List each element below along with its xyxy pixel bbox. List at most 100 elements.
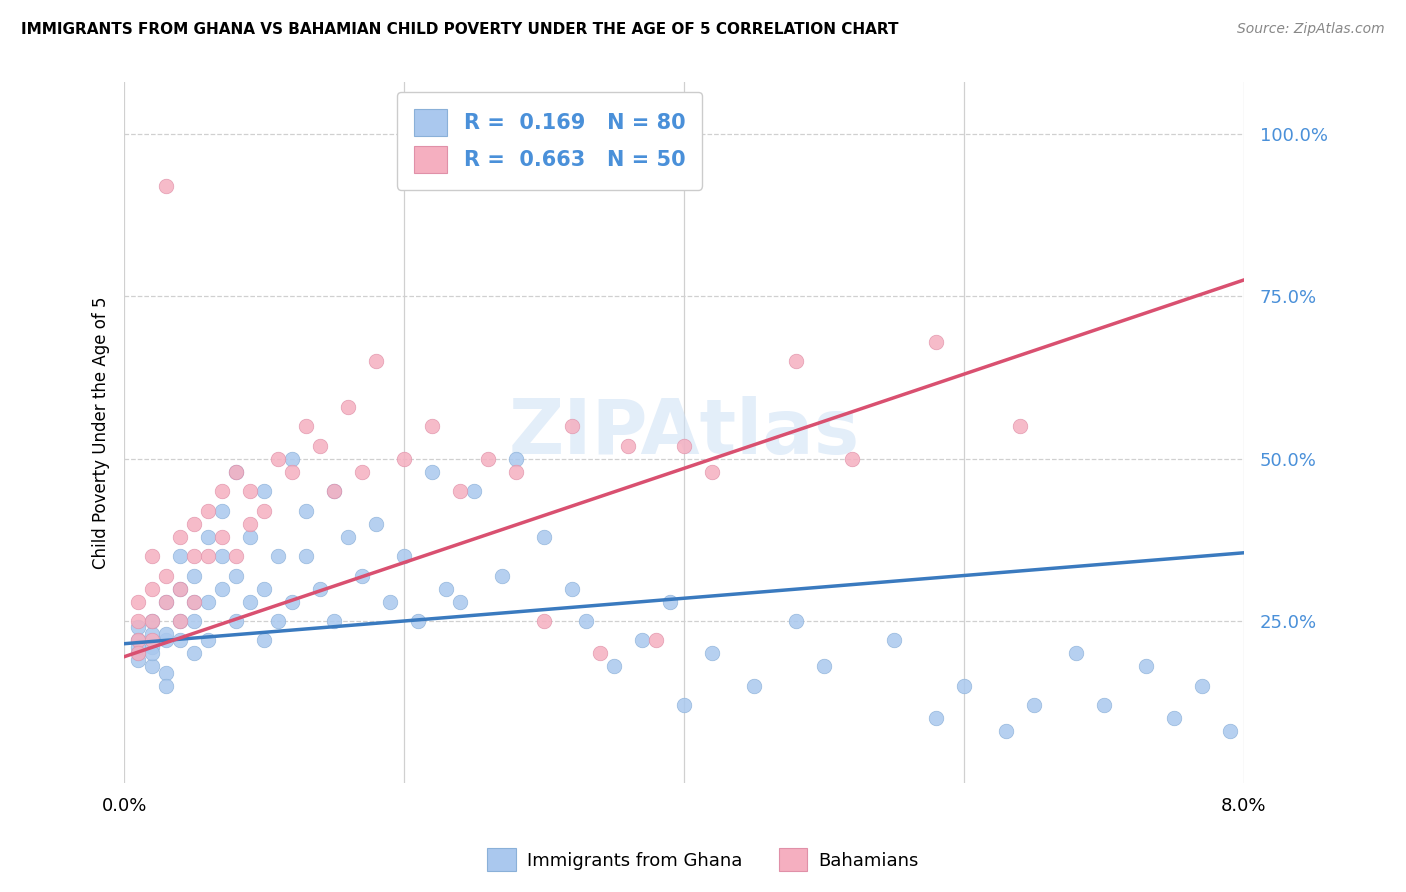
Point [253, 503, 276, 517]
Point [295, 549, 318, 563]
Point [323, 484, 346, 499]
Point [197, 503, 219, 517]
Point [141, 582, 163, 596]
Point [785, 354, 807, 368]
Point [352, 465, 374, 479]
Point [169, 549, 191, 563]
Point [155, 594, 177, 608]
Point [127, 620, 149, 634]
Point [925, 711, 948, 725]
Point [127, 647, 149, 661]
Point [127, 633, 149, 648]
Point [141, 647, 163, 661]
Point [155, 178, 177, 193]
Point [603, 659, 626, 673]
Point [533, 530, 555, 544]
Point [239, 484, 262, 499]
Point [169, 530, 191, 544]
Point [449, 594, 471, 608]
Legend: Immigrants from Ghana, Bahamians: Immigrants from Ghana, Bahamians [479, 841, 927, 879]
Point [141, 640, 163, 654]
Point [1135, 659, 1157, 673]
Point [169, 582, 191, 596]
Point [672, 698, 695, 713]
Point [281, 451, 304, 466]
Point [183, 568, 205, 582]
Point [1064, 647, 1087, 661]
Point [169, 582, 191, 596]
Point [953, 679, 976, 693]
Point [225, 465, 247, 479]
Point [211, 503, 233, 517]
Point [477, 451, 499, 466]
Point [253, 484, 276, 499]
Point [225, 568, 247, 582]
Point [183, 549, 205, 563]
Point [155, 679, 177, 693]
Point [505, 451, 527, 466]
Point [883, 633, 905, 648]
Point [309, 582, 332, 596]
Point [561, 419, 583, 434]
Point [406, 614, 429, 628]
Point [197, 549, 219, 563]
Text: IMMIGRANTS FROM GHANA VS BAHAMIAN CHILD POVERTY UNDER THE AGE OF 5 CORRELATION C: IMMIGRANTS FROM GHANA VS BAHAMIAN CHILD … [21, 22, 898, 37]
Point [239, 594, 262, 608]
Point [323, 614, 346, 628]
Point [127, 653, 149, 667]
Point [925, 334, 948, 349]
Point [533, 614, 555, 628]
Point [169, 614, 191, 628]
Point [672, 439, 695, 453]
Point [141, 549, 163, 563]
Point [841, 451, 863, 466]
Point [575, 614, 598, 628]
Point [183, 594, 205, 608]
Text: Source: ZipAtlas.com: Source: ZipAtlas.com [1237, 22, 1385, 37]
Point [225, 549, 247, 563]
Point [239, 530, 262, 544]
Point [378, 594, 401, 608]
Point [155, 568, 177, 582]
Point [392, 451, 415, 466]
Point [994, 724, 1017, 739]
Point [127, 647, 149, 661]
Point [127, 633, 149, 648]
Point [742, 679, 765, 693]
Point [1092, 698, 1115, 713]
Point [463, 484, 485, 499]
Point [337, 400, 360, 414]
Point [561, 582, 583, 596]
Point [323, 484, 346, 499]
Point [505, 465, 527, 479]
Point [155, 594, 177, 608]
Point [366, 354, 388, 368]
Point [491, 568, 513, 582]
Point [141, 627, 163, 641]
Point [141, 659, 163, 673]
Point [155, 627, 177, 641]
Point [127, 640, 149, 654]
Point [141, 614, 163, 628]
Legend: R =  0.169   N = 80, R =  0.663   N = 50: R = 0.169 N = 80, R = 0.663 N = 50 [396, 92, 702, 190]
Point [352, 568, 374, 582]
Point [183, 647, 205, 661]
Point [1022, 698, 1045, 713]
Point [281, 594, 304, 608]
Point [366, 516, 388, 531]
Point [267, 549, 290, 563]
Point [659, 594, 682, 608]
Point [700, 647, 723, 661]
Point [127, 614, 149, 628]
Point [785, 614, 807, 628]
Point [337, 530, 360, 544]
Point [309, 439, 332, 453]
Point [155, 633, 177, 648]
Point [211, 549, 233, 563]
Point [225, 465, 247, 479]
Point [211, 484, 233, 499]
Point [169, 633, 191, 648]
Point [211, 582, 233, 596]
Point [434, 582, 457, 596]
Point [700, 465, 723, 479]
